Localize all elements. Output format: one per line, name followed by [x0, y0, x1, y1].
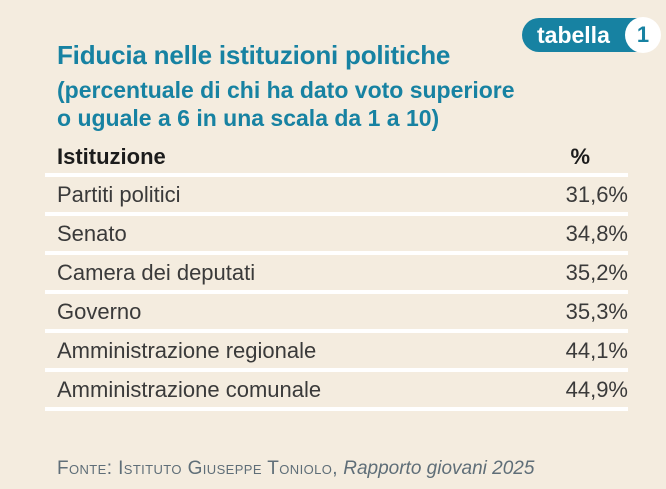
- figure-title: Fiducia nelle istituzioni politiche: [57, 40, 451, 70]
- institution-value: 35,2%: [565, 259, 628, 285]
- tabella-badge: tabella 1: [522, 17, 662, 53]
- column-header-institution: Istituzione: [57, 143, 166, 169]
- institution-label: Governo: [57, 298, 142, 324]
- institution-value: 34,8%: [565, 220, 628, 246]
- source-label: Fonte: Istituto Giuseppe Toniolo,: [57, 458, 338, 479]
- institution-value: 35,3%: [565, 298, 628, 324]
- source-note: Fonte: Istituto Giuseppe Toniolo, Rappor…: [57, 457, 534, 481]
- table-row: Partiti politici 31,6%: [45, 177, 628, 216]
- institution-value: 44,1%: [565, 337, 628, 363]
- figure-subtitle: (percentuale di chi ha dato voto superio…: [57, 76, 515, 132]
- institution-label: Amministrazione regionale: [57, 337, 317, 363]
- table-row: Amministrazione regionale 44,1%: [45, 333, 628, 372]
- table-row: Governo 35,3%: [45, 294, 628, 333]
- table-row: Senato 34,8%: [45, 216, 628, 255]
- column-header-percent: %: [570, 143, 590, 169]
- figure-subtitle-line1: (percentuale di chi ha dato voto superio…: [57, 77, 515, 103]
- tabella-badge-number: 1: [625, 17, 661, 53]
- institution-label: Senato: [57, 220, 127, 246]
- table-row: Amministrazione comunale 44,9%: [45, 372, 628, 411]
- institution-value: 44,9%: [565, 376, 628, 402]
- institutions-table: Istituzione % Partiti politici 31,6% Sen…: [45, 140, 628, 411]
- institution-label: Camera dei deputati: [57, 259, 256, 285]
- source-work-title: Rapporto giovani 2025: [343, 458, 535, 479]
- institution-label: Partiti politici: [57, 181, 181, 207]
- institution-label: Amministrazione comunale: [57, 376, 322, 402]
- institution-value: 31,6%: [565, 181, 628, 207]
- table-row: Camera dei deputati 35,2%: [45, 255, 628, 294]
- table-header-row: Istituzione %: [45, 140, 628, 177]
- figure-subtitle-line2: o uguale a 6 in una scala da 1 a 10): [57, 105, 440, 131]
